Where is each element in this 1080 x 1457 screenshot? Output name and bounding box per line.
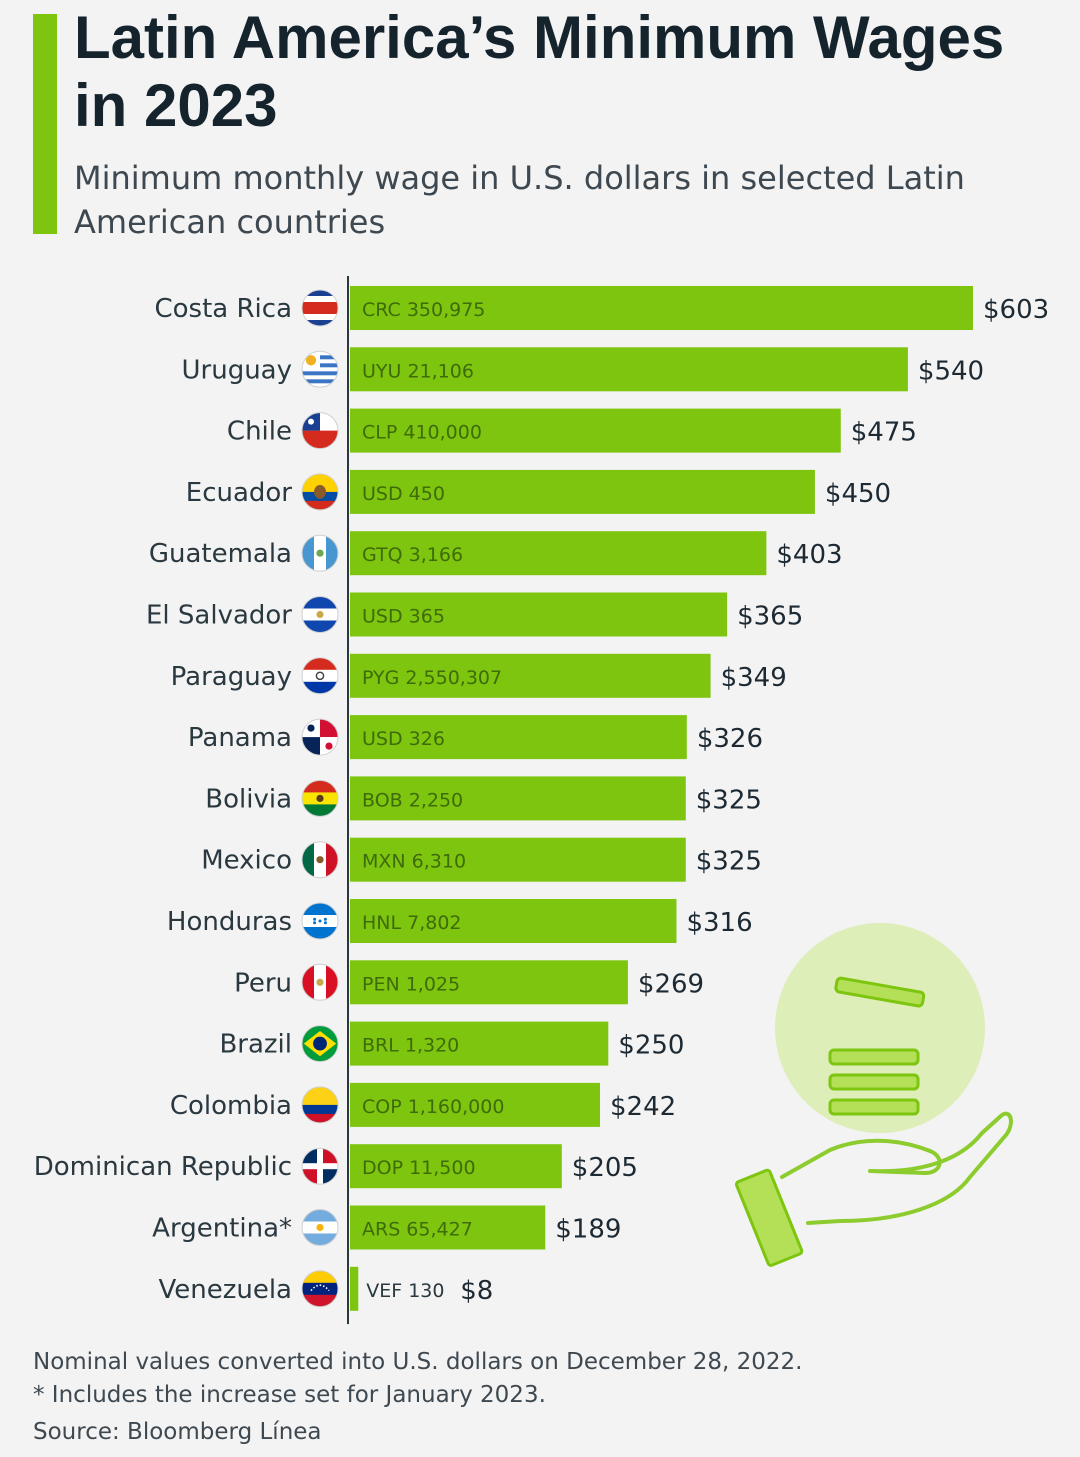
country-label: El Salvador xyxy=(146,601,292,631)
bar xyxy=(350,1266,359,1311)
colombia-flag-icon xyxy=(302,1086,338,1123)
local-currency-label: MXN 6,310 xyxy=(362,851,466,873)
country-label: Ecuador xyxy=(186,478,293,508)
value-label: $450 xyxy=(825,479,891,509)
bar xyxy=(350,347,908,392)
local-currency-label: BRL 1,320 xyxy=(362,1035,459,1057)
paraguay-flag-icon xyxy=(302,657,338,694)
value-label: $189 xyxy=(555,1215,621,1245)
value-label: $205 xyxy=(572,1153,638,1183)
source-note: Source: Bloomberg Línea xyxy=(33,1419,322,1445)
bar xyxy=(350,715,687,760)
country-label: Peru xyxy=(234,968,292,998)
value-label: $403 xyxy=(776,540,842,570)
title-accent-bar xyxy=(33,14,57,234)
value-label: $269 xyxy=(638,969,704,999)
local-currency-label: ARS 65,427 xyxy=(362,1219,473,1241)
country-label: Costa Rica xyxy=(154,294,292,324)
guatemala-flag-icon xyxy=(302,535,338,572)
bar xyxy=(350,286,973,330)
bar xyxy=(350,1205,546,1250)
country-label: Dominican Republic xyxy=(34,1152,292,1182)
country-label: Bolivia xyxy=(205,784,292,814)
country-label: Paraguay xyxy=(171,662,292,692)
bar xyxy=(350,1021,609,1066)
chart-subtitle: Minimum monthly wage in U.S. dollars in … xyxy=(74,159,965,241)
country-label: Honduras xyxy=(167,907,292,937)
value-label: $8 xyxy=(460,1276,493,1306)
country-label: Chile xyxy=(227,417,292,447)
bar xyxy=(350,960,628,1005)
bar xyxy=(350,776,686,821)
chart-title: Latin America’s Minimum Wages in 2023 xyxy=(74,4,1005,139)
local-currency-label: USD 365 xyxy=(362,606,445,628)
value-label: $475 xyxy=(851,418,917,448)
bar xyxy=(350,469,815,514)
local-currency-label: PYG 2,550,307 xyxy=(362,667,502,689)
country-label: Guatemala xyxy=(149,539,292,569)
country-label: Venezuela xyxy=(158,1275,292,1305)
bar xyxy=(350,653,711,698)
value-label: $242 xyxy=(610,1092,676,1122)
brazil-flag-icon xyxy=(302,1025,338,1062)
bar xyxy=(350,592,728,637)
local-currency-label: VEF 130 xyxy=(366,1280,444,1302)
value-label: $326 xyxy=(697,724,763,754)
value-label: $250 xyxy=(618,1031,684,1061)
costa-rica-flag-icon xyxy=(302,290,338,326)
value-label: $540 xyxy=(918,356,984,386)
country-label: Argentina* xyxy=(152,1214,292,1244)
value-label: $365 xyxy=(737,602,803,632)
bolivia-flag-icon xyxy=(302,780,338,817)
country-label: Brazil xyxy=(219,1030,292,1060)
panama-flag-icon xyxy=(302,719,338,756)
local-currency-label: USD 450 xyxy=(362,483,445,505)
value-label: $603 xyxy=(983,295,1049,325)
bar-chart: Costa Rica CRC 350,975 $603 Uruguay UYU 21,1… xyxy=(34,276,1049,1325)
venezuela-flag-icon xyxy=(302,1270,338,1307)
footnote-conversion: Nominal values converted into U.S. dolla… xyxy=(33,1349,803,1375)
local-currency-label: GTQ 3,166 xyxy=(362,544,463,566)
peru-flag-icon xyxy=(302,964,338,1001)
value-label: $316 xyxy=(686,908,752,938)
bar xyxy=(350,899,677,943)
local-currency-label: DOP 11,500 xyxy=(362,1157,476,1179)
country-label: Colombia xyxy=(170,1091,292,1121)
local-currency-label: CLP 410,000 xyxy=(362,422,482,444)
local-currency-label: UYU 21,106 xyxy=(362,360,474,382)
local-currency-label: BOB 2,250 xyxy=(362,789,463,811)
bar xyxy=(350,531,767,576)
bar xyxy=(350,408,841,453)
value-label: $325 xyxy=(696,785,762,815)
value-label: $325 xyxy=(696,847,762,877)
local-currency-label: USD 326 xyxy=(362,728,445,750)
chart-footer: Nominal values converted into U.S. dolla… xyxy=(33,1346,1033,1449)
country-label: Mexico xyxy=(201,846,292,876)
argentina-flag-icon xyxy=(302,1209,338,1246)
bar xyxy=(350,1144,562,1189)
footnote-argentina: * Includes the increase set for January … xyxy=(33,1382,546,1408)
country-label: Panama xyxy=(188,723,292,753)
honduras-flag-icon xyxy=(302,903,338,939)
hand-holding-coins-icon xyxy=(734,923,1013,1267)
el-salvador-flag-icon xyxy=(302,596,338,633)
bar xyxy=(350,837,686,882)
local-currency-label: COP 1,160,000 xyxy=(362,1096,504,1118)
country-label: Uruguay xyxy=(182,355,293,385)
value-label: $349 xyxy=(721,663,787,693)
local-currency-label: HNL 7,802 xyxy=(362,912,462,934)
local-currency-label: PEN 1,025 xyxy=(362,973,460,995)
bar xyxy=(350,1082,601,1127)
local-currency-label: CRC 350,975 xyxy=(362,299,485,321)
ecuador-flag-icon xyxy=(302,473,338,510)
mexico-flag-icon xyxy=(302,841,338,878)
